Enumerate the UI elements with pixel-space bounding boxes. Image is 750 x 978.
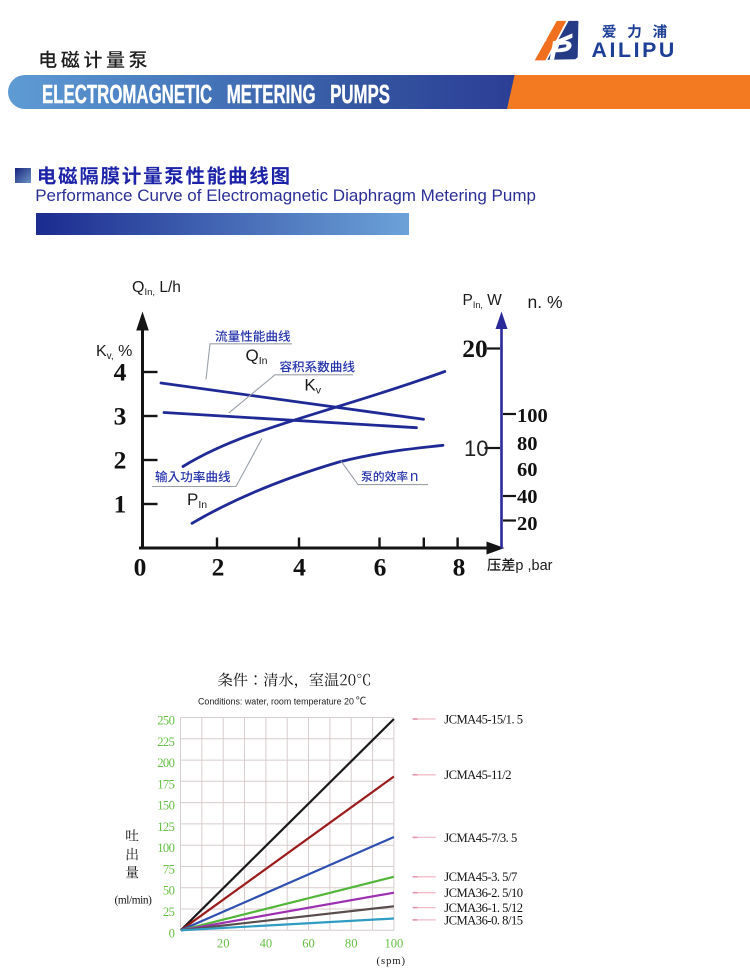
- svg-text:Kv, %: Kv, %: [96, 343, 132, 362]
- svg-text:0: 0: [169, 926, 175, 940]
- svg-text:JCMA36-0. 8/15: JCMA36-0. 8/15: [444, 913, 523, 927]
- svg-text:(spm): (spm): [377, 956, 407, 967]
- svg-text:60: 60: [302, 937, 315, 951]
- svg-text:2: 2: [212, 553, 225, 582]
- svg-text:250: 250: [157, 714, 174, 728]
- svg-text:n. %: n. %: [528, 292, 563, 312]
- svg-text:PIn, W: PIn, W: [463, 292, 503, 310]
- svg-text:QIn, L/h: QIn, L/h: [132, 279, 181, 298]
- svg-text:AILIPU: AILIPU: [592, 38, 677, 62]
- svg-text:125: 125: [157, 820, 174, 834]
- svg-text:JCMA45-15/1. 5: JCMA45-15/1. 5: [444, 712, 523, 726]
- svg-text:10: 10: [464, 436, 488, 461]
- svg-text:80: 80: [345, 937, 358, 951]
- svg-text:25: 25: [163, 905, 175, 919]
- svg-text:8: 8: [453, 553, 466, 582]
- svg-text:(ml/min): (ml/min): [115, 894, 153, 906]
- svg-text:PIn: PIn: [187, 490, 207, 511]
- svg-text:75: 75: [163, 863, 175, 877]
- svg-text:40: 40: [517, 486, 538, 508]
- svg-text:QIn: QIn: [246, 346, 268, 367]
- svg-text:6: 6: [374, 553, 387, 582]
- svg-text:100: 100: [517, 405, 548, 427]
- svg-text:JCMA45-3. 5/7: JCMA45-3. 5/7: [444, 870, 517, 884]
- svg-text:225: 225: [157, 735, 174, 749]
- svg-text:p ,bar: p ,bar: [515, 558, 552, 574]
- svg-text:200: 200: [157, 756, 174, 770]
- svg-text:3: 3: [114, 402, 127, 431]
- svg-text:n: n: [410, 468, 418, 485]
- svg-text:0: 0: [134, 553, 147, 582]
- svg-text:2: 2: [114, 446, 127, 475]
- svg-text:60: 60: [517, 459, 538, 481]
- svg-text:150: 150: [157, 799, 174, 813]
- svg-text:JCMA45-11/2: JCMA45-11/2: [444, 768, 511, 782]
- svg-text:4: 4: [293, 553, 306, 582]
- svg-text:100: 100: [157, 841, 174, 855]
- svg-text:20: 20: [217, 937, 230, 951]
- svg-text:40: 40: [260, 937, 273, 951]
- svg-text:20: 20: [517, 513, 538, 535]
- svg-text:Kv: Kv: [304, 376, 321, 397]
- svg-text:JCMA36-1. 5/12: JCMA36-1. 5/12: [444, 901, 523, 915]
- svg-text:1: 1: [114, 490, 127, 519]
- svg-text:80: 80: [517, 433, 538, 455]
- svg-text:175: 175: [157, 777, 174, 791]
- svg-text:JCMA45-7/3. 5: JCMA45-7/3. 5: [444, 831, 517, 845]
- svg-text:50: 50: [163, 884, 175, 898]
- svg-text:4: 4: [114, 358, 127, 387]
- svg-text:100: 100: [384, 937, 403, 951]
- svg-text:20: 20: [462, 334, 488, 363]
- svg-text:JCMA36-2. 5/10: JCMA36-2. 5/10: [444, 886, 523, 900]
- svg-text:Conditions: water, room temper: Conditions: water, room temperature 20: [198, 696, 354, 706]
